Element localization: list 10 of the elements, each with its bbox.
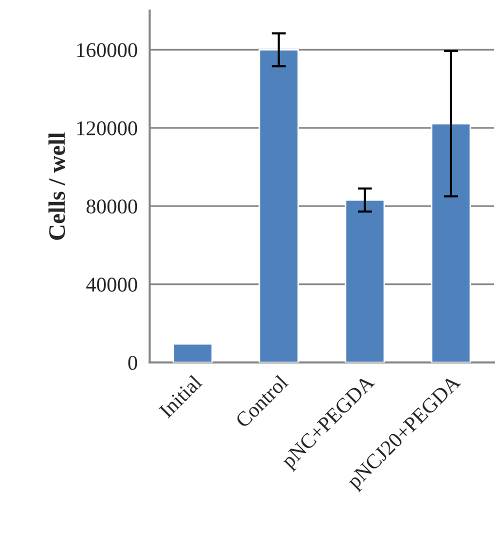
y-axis-title: Cells / well (48, 132, 66, 240)
y-tick-label: 120000 (77, 121, 138, 136)
bar (344, 199, 385, 362)
y-tick-label: 160000 (77, 43, 138, 58)
y-tick-label: 80000 (86, 199, 138, 214)
bar (430, 122, 472, 362)
y-tick-label: 0 (128, 356, 138, 370)
bar (172, 343, 213, 362)
y-tick-label: 40000 (86, 278, 138, 292)
bar (258, 49, 299, 362)
